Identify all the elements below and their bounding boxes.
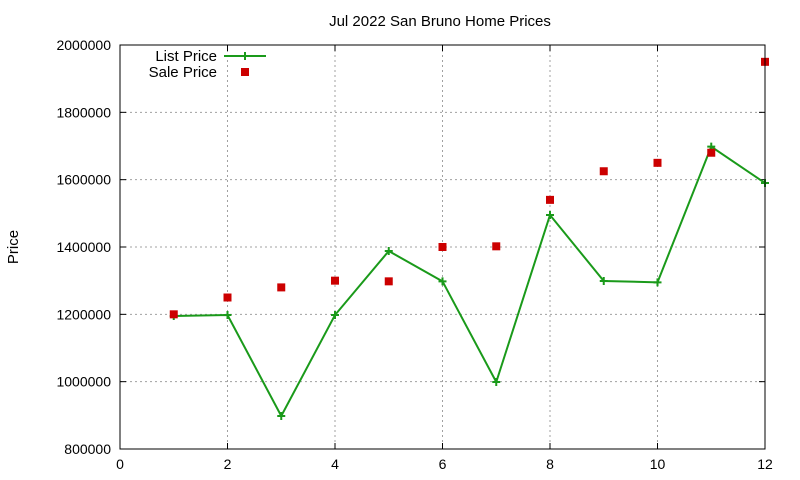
- x-tick-label: 4: [331, 456, 339, 472]
- sale-price-point: [277, 283, 286, 292]
- y-tick-label: 2000000: [56, 37, 111, 53]
- list-price-point: [653, 278, 662, 287]
- legend-swatch-square: [241, 68, 249, 76]
- x-tick-label: 2: [224, 456, 232, 472]
- list-price-point: [599, 277, 608, 286]
- axis-ticks: 800000 1000000 1200000 1400000 1600000 180000…: [56, 37, 773, 472]
- sale-price-point: [331, 276, 339, 285]
- y-tick-label: 1800000: [56, 104, 111, 120]
- y-tick-label: 1000000: [56, 374, 111, 390]
- sale-price-point: [653, 158, 662, 167]
- sale-price-point: [438, 243, 447, 251]
- x-tick-label: 12: [757, 456, 773, 472]
- legend-label-sale-price: Sale Price: [149, 64, 217, 81]
- sale-price-point: [384, 277, 393, 286]
- x-tick-label: 0: [116, 456, 124, 472]
- list-price-line: [173, 145, 766, 419]
- plot-frame: [119, 44, 766, 450]
- list-price-point: [546, 211, 554, 220]
- x-tick-label: 10: [650, 456, 666, 472]
- list-price-point: [331, 311, 339, 320]
- series-sale-price: [169, 57, 769, 319]
- series-list-price: [169, 142, 769, 421]
- chart-title: Jul 2022 San Bruno Home Prices: [329, 13, 551, 30]
- y-tick-label: 1200000: [56, 306, 111, 322]
- y-tick-label: 1400000: [56, 239, 111, 255]
- y-tick-label: 800000: [64, 441, 111, 457]
- sale-price-point: [546, 195, 554, 204]
- list-price-point: [223, 311, 232, 320]
- legend-label-list-price: List Price: [155, 48, 217, 65]
- x-tick-label: 6: [439, 456, 447, 472]
- sale-price-point: [707, 148, 716, 157]
- y-axis-title: Price: [5, 230, 22, 264]
- series-layer: [169, 57, 769, 421]
- list-price-point: [492, 378, 501, 387]
- y-tick-label: 1600000: [56, 172, 111, 188]
- sale-price-point: [599, 167, 608, 176]
- legend-swatch-marker: [241, 52, 249, 60]
- list-price-point: [384, 247, 393, 256]
- sale-price-point: [492, 242, 501, 251]
- list-price-point: [438, 277, 447, 286]
- sale-price-point: [223, 293, 232, 302]
- list-price-point: [277, 412, 286, 421]
- x-tick-label: 8: [546, 456, 554, 472]
- sale-price-point: [169, 310, 178, 319]
